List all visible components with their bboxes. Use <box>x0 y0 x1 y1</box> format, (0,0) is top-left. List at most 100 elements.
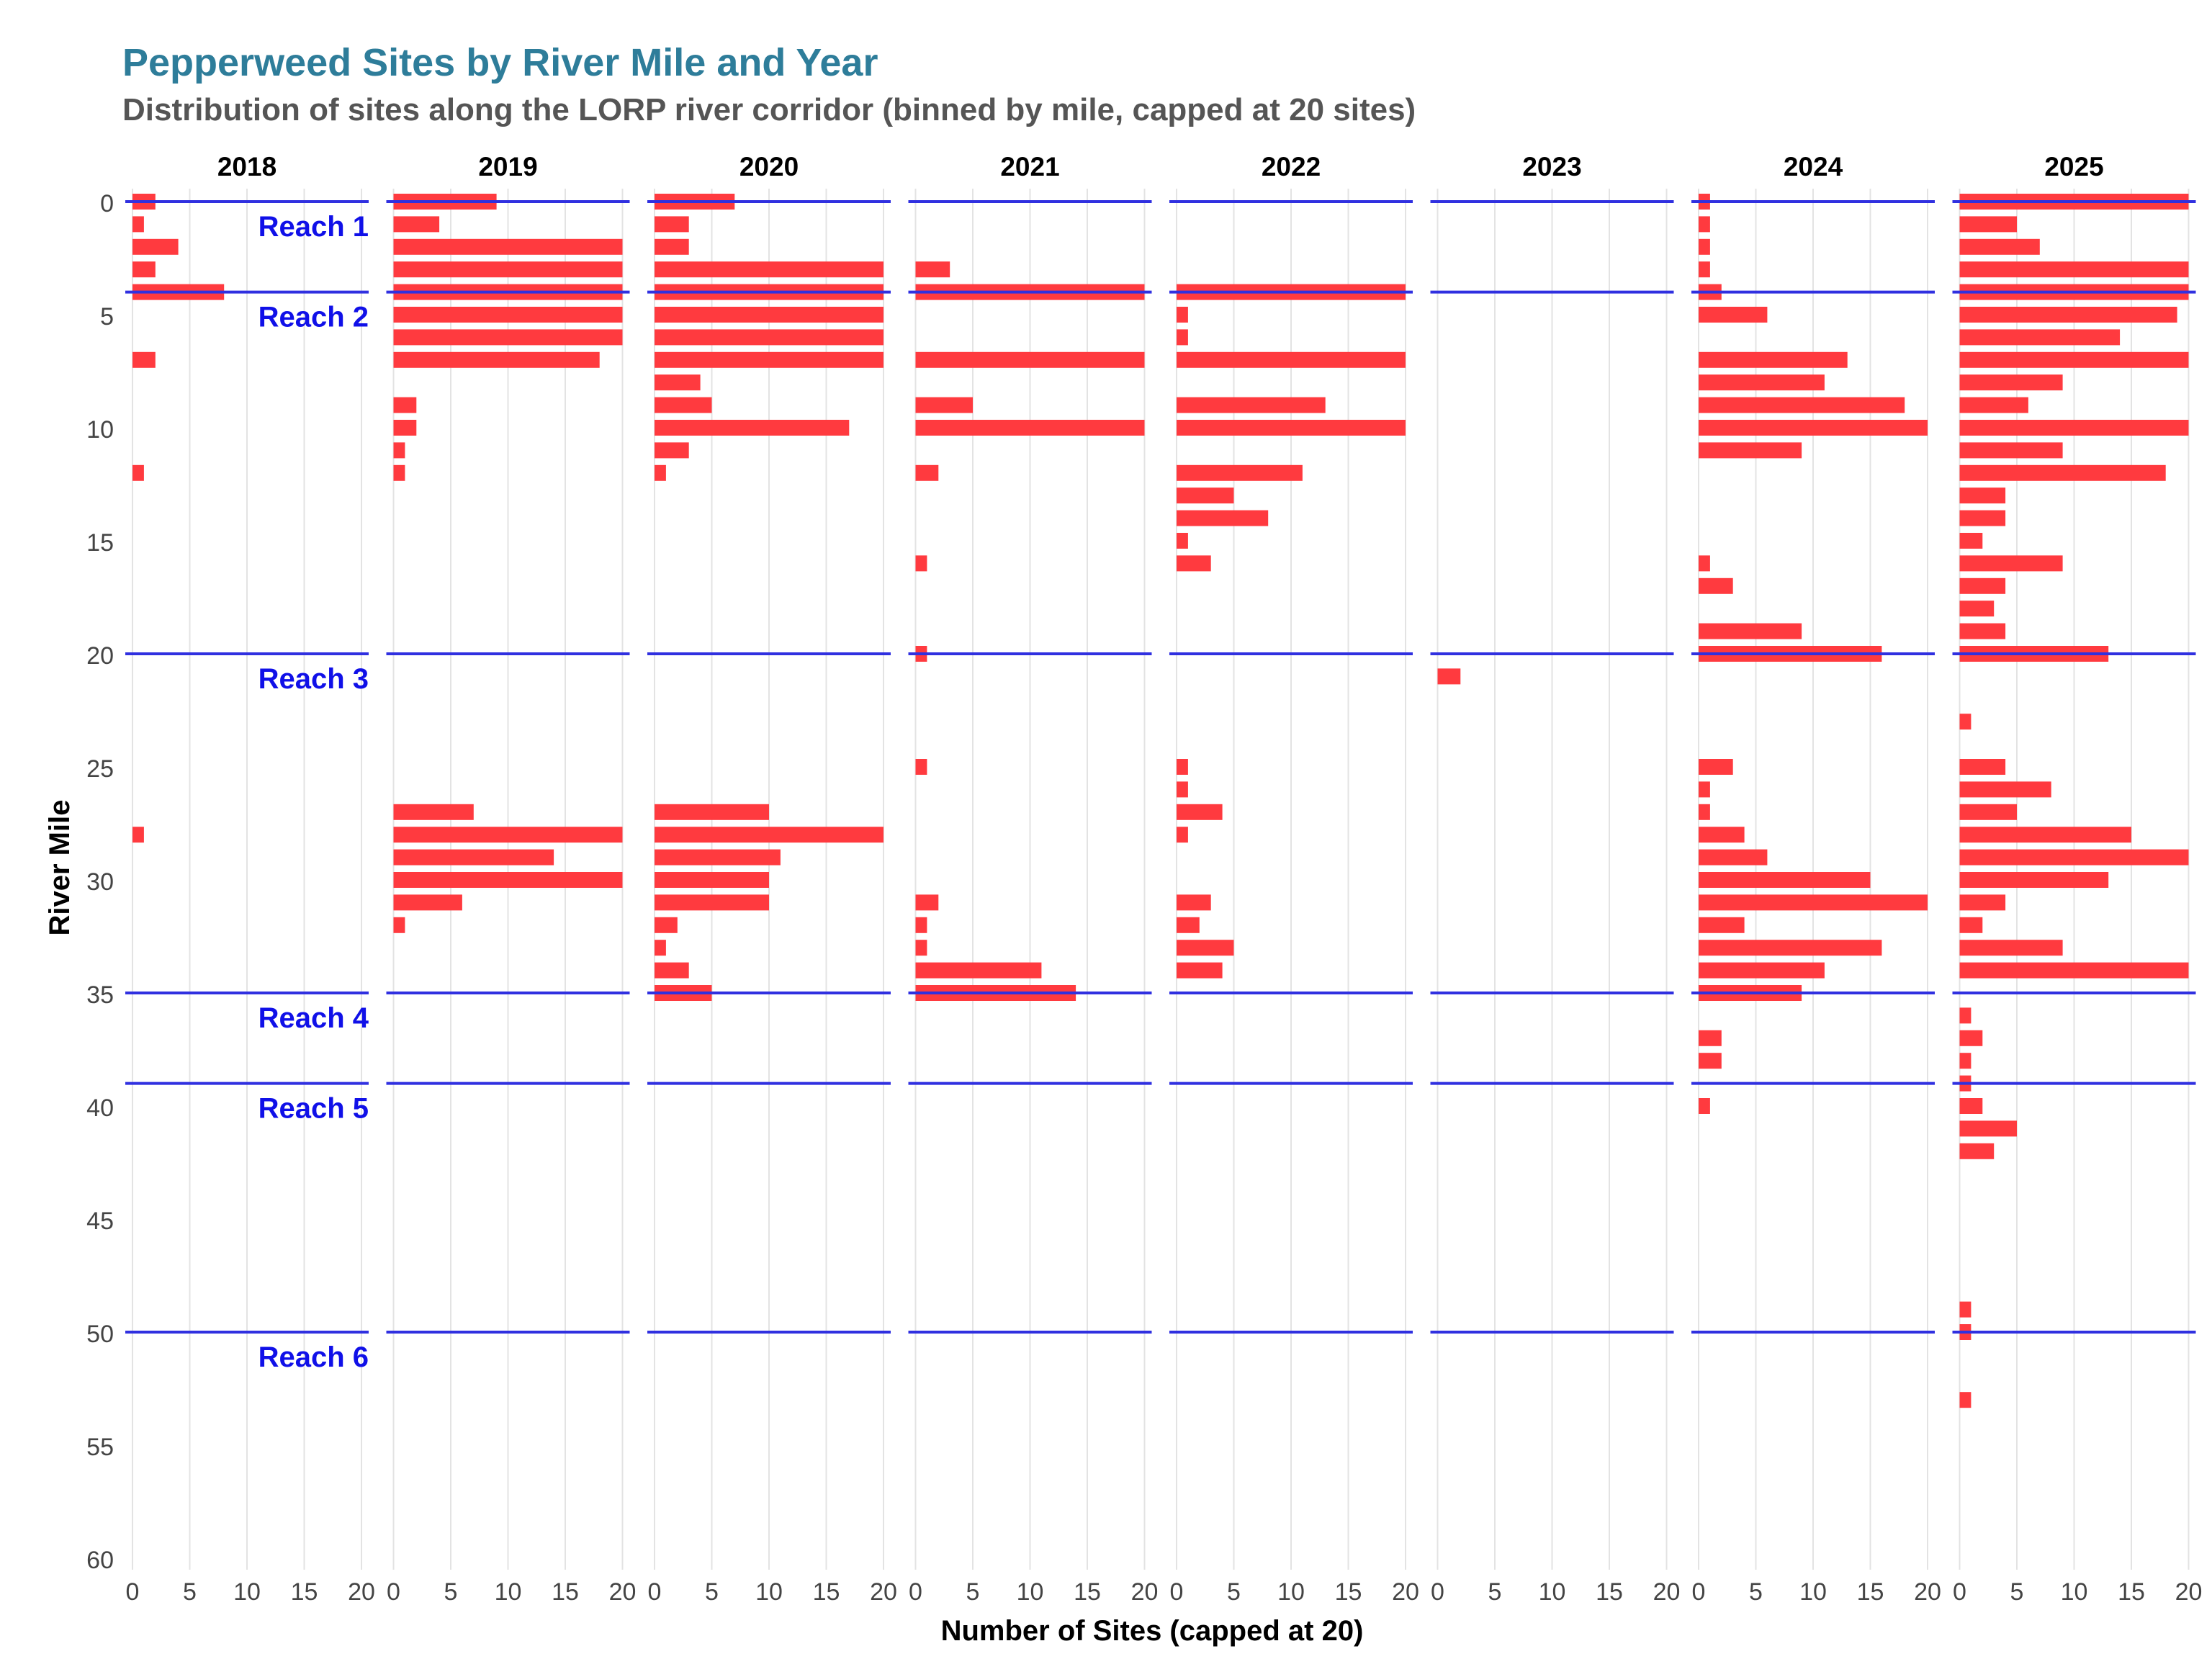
x-tick-label: 15 <box>2118 1578 2145 1606</box>
bar-2022-mile-7 <box>1177 351 1406 368</box>
x-tick-label: 20 <box>1653 1578 1681 1606</box>
facet-label-2021: 2021 <box>1000 152 1059 181</box>
bar-2020-mile-10 <box>655 420 850 436</box>
bar-2021-mile-33 <box>915 940 927 956</box>
y-tick-label: 55 <box>86 1434 114 1461</box>
bar-2025-mile-42 <box>1959 1143 1995 1159</box>
bar-2025-mile-16 <box>1959 555 2063 572</box>
bar-2020-mile-28 <box>655 827 884 843</box>
y-tick-label: 5 <box>100 303 114 331</box>
bar-2021-mile-16 <box>915 555 927 572</box>
bar-2024-mile-10 <box>1699 420 1928 436</box>
bar-2020-mile-33 <box>655 940 666 956</box>
bar-2025-mile-49 <box>1959 1301 1972 1318</box>
x-tick-label: 0 <box>1953 1578 1966 1606</box>
bar-2020-mile-34 <box>655 962 689 979</box>
bar-2025-mile-25 <box>1959 759 2006 775</box>
x-tick-label: 20 <box>2175 1578 2203 1606</box>
bar-2022-mile-34 <box>1177 962 1223 979</box>
bar-2024-mile-29 <box>1699 849 1768 866</box>
x-tick-label: 10 <box>1539 1578 1566 1606</box>
x-tick-label: 20 <box>1131 1578 1159 1606</box>
bar-2025-mile-18 <box>1959 601 1995 617</box>
x-tick-label: 5 <box>705 1578 719 1606</box>
x-tick-label: 0 <box>1692 1578 1706 1606</box>
bar-2021-mile-32 <box>915 917 927 933</box>
bar-2022-mile-6 <box>1177 329 1188 346</box>
bar-2022-mile-31 <box>1177 894 1211 911</box>
bar-2025-mile-13 <box>1959 487 2006 504</box>
bar-2018-mile-28 <box>132 827 144 843</box>
bar-2020-mile-9 <box>655 397 712 413</box>
bar-2020-mile-11 <box>655 442 689 459</box>
bar-2025-mile-15 <box>1959 533 1983 549</box>
bar-2021-mile-10 <box>915 420 1145 436</box>
bar-2018-mile-12 <box>132 464 144 481</box>
facet-label-2018: 2018 <box>217 152 276 181</box>
bar-2021-mile-34 <box>915 962 1042 979</box>
bar-2021-mile-12 <box>915 464 939 481</box>
bar-2025-mile-30 <box>1959 872 2109 888</box>
reach-label-reach-4: Reach 4 <box>258 1002 369 1034</box>
x-tick-label: 0 <box>387 1578 400 1606</box>
bar-2024-mile-17 <box>1699 577 1733 594</box>
bar-2025-mile-32 <box>1959 917 1983 933</box>
y-tick-label: 25 <box>86 755 114 783</box>
facet-label-2025: 2025 <box>2044 152 2103 181</box>
bar-2024-mile-8 <box>1699 374 1825 391</box>
bar-2019-mile-9 <box>393 397 417 413</box>
y-tick-label: 10 <box>86 416 114 444</box>
bar-2019-mile-3 <box>393 261 623 278</box>
x-tick-label: 10 <box>2061 1578 2088 1606</box>
bar-2022-mile-13 <box>1177 487 1234 504</box>
bar-2022-mile-33 <box>1177 940 1234 956</box>
reach-label-reach-6: Reach 6 <box>258 1341 369 1373</box>
bar-2022-mile-28 <box>1177 827 1188 843</box>
x-tick-label: 5 <box>1227 1578 1241 1606</box>
bar-2023-mile-21 <box>1437 668 1461 685</box>
bar-2019-mile-7 <box>393 351 600 368</box>
x-tick-label: 5 <box>2010 1578 2024 1606</box>
bar-2024-mile-1 <box>1699 216 1710 233</box>
bar-2025-mile-12 <box>1959 464 2166 481</box>
bar-2022-mile-12 <box>1177 464 1303 481</box>
bar-2020-mile-27 <box>655 804 769 820</box>
bar-2021-mile-7 <box>915 351 1145 368</box>
bar-2024-mile-11 <box>1699 442 1802 459</box>
x-tick-label: 5 <box>444 1578 458 1606</box>
facet-label-2023: 2023 <box>1522 152 1581 181</box>
chart-subtitle: Distribution of sites along the LORP riv… <box>122 92 1416 127</box>
bar-2024-mile-30 <box>1699 872 1871 888</box>
x-tick-label: 0 <box>1170 1578 1184 1606</box>
bar-2021-mile-3 <box>915 261 950 278</box>
bar-2025-mile-23 <box>1959 714 1972 730</box>
bar-2025-mile-53 <box>1959 1392 1972 1408</box>
x-tick-label: 20 <box>609 1578 637 1606</box>
bar-2020-mile-7 <box>655 351 884 368</box>
bar-2020-mile-32 <box>655 917 678 933</box>
bar-2025-mile-7 <box>1959 351 2189 368</box>
bar-2025-mile-6 <box>1959 329 2121 346</box>
bar-2024-mile-7 <box>1699 351 1848 368</box>
bar-2021-mile-31 <box>915 894 939 911</box>
bar-2024-mile-31 <box>1699 894 1928 911</box>
x-axis-title: Number of Sites (capped at 20) <box>941 1615 1364 1647</box>
bar-2021-mile-25 <box>915 759 927 775</box>
bar-2025-mile-17 <box>1959 577 2006 594</box>
bar-2024-mile-33 <box>1699 940 1882 956</box>
bar-2025-mile-26 <box>1959 781 2051 798</box>
bar-2019-mile-11 <box>393 442 405 459</box>
bar-2018-mile-2 <box>132 238 179 255</box>
bar-2024-mile-34 <box>1699 962 1825 979</box>
bar-2020-mile-12 <box>655 464 666 481</box>
y-tick-label: 15 <box>86 529 114 557</box>
y-tick-label: 0 <box>100 190 114 217</box>
bar-2018-mile-3 <box>132 261 156 278</box>
bar-2019-mile-10 <box>393 420 417 436</box>
bar-2025-mile-33 <box>1959 940 2063 956</box>
bar-2022-mile-10 <box>1177 420 1406 436</box>
facet-label-2020: 2020 <box>739 152 799 181</box>
bar-2019-mile-2 <box>393 238 623 255</box>
bar-2022-mile-9 <box>1177 397 1326 413</box>
